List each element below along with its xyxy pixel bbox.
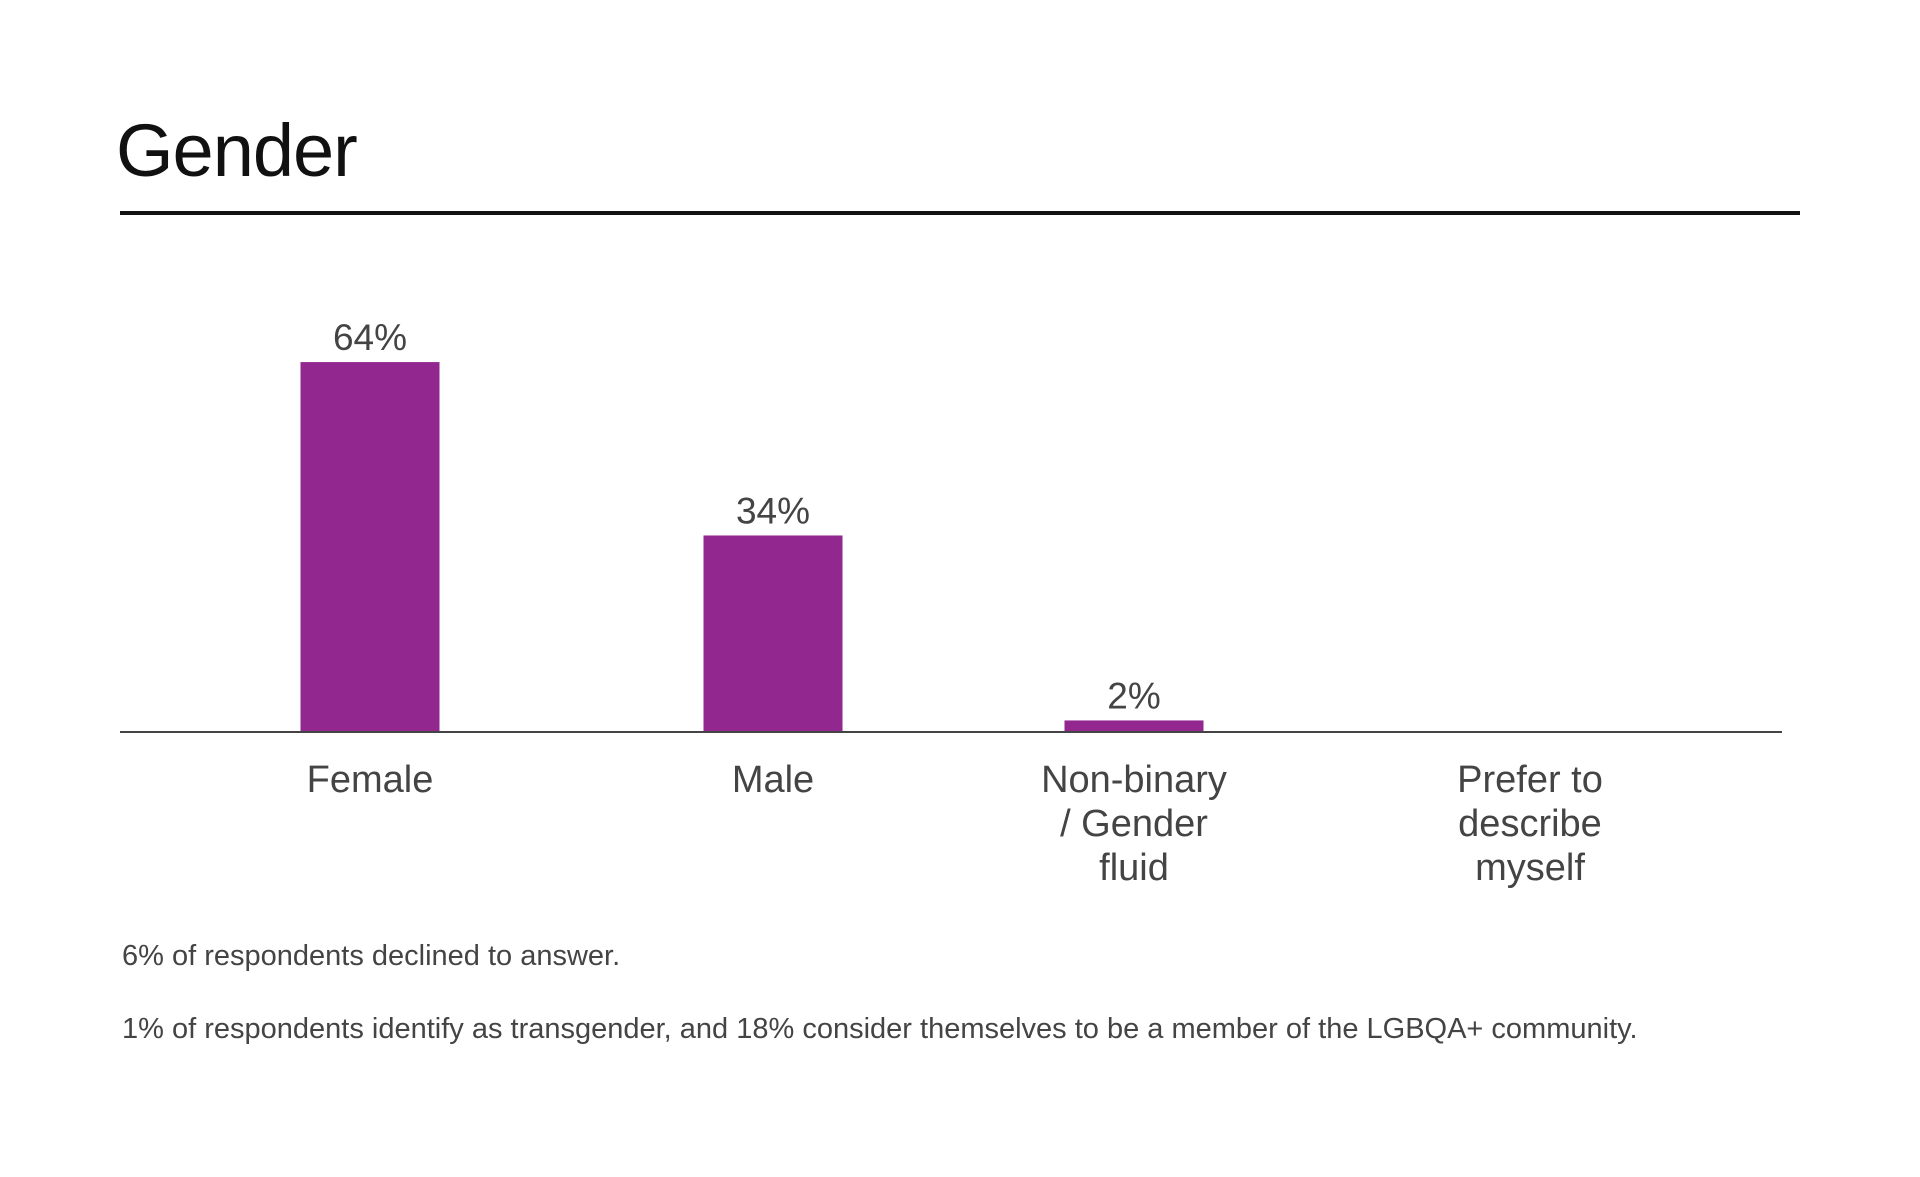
data-label-1: 34% [736,490,810,531]
chart-title: Gender [116,109,358,192]
category-label-2: Non-binary [1041,759,1227,801]
category-label-3: myself [1475,847,1585,889]
category-label-0: Female [307,759,434,801]
category-label-2: / Gender [1060,803,1208,845]
category-label-2: fluid [1099,847,1169,889]
category-label-1: Male [732,759,814,801]
footnote-lgbqa: 1% of respondents identify as transgende… [122,1013,1638,1045]
data-label-0: 64% [333,317,407,358]
bar-1 [703,535,843,732]
title-divider [120,211,1800,215]
bar-2 [1064,720,1204,732]
bar-0 [300,362,440,732]
data-label-2: 2% [1107,675,1160,716]
category-label-3: Prefer to [1457,759,1603,801]
category-label-3: describe [1458,803,1602,845]
footnote-declined: 6% of respondents declined to answer. [122,940,621,972]
